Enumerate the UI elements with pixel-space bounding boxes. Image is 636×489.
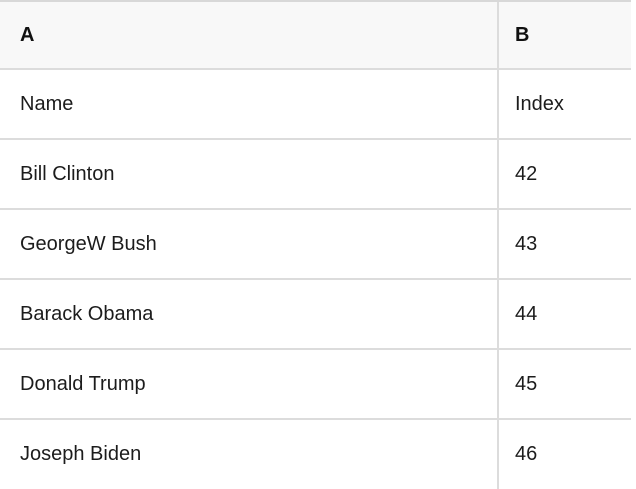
cell-field-index[interactable]: Index <box>515 92 564 115</box>
cell-name[interactable]: Joseph Biden <box>0 420 499 489</box>
column-header-row: A B <box>0 0 631 70</box>
column-header-b[interactable]: B <box>515 23 530 46</box>
cell-index[interactable]: 43 <box>515 232 538 255</box>
table-row: Bill Clinton 42 <box>0 140 631 210</box>
cell-name[interactable]: GeorgeW Bush <box>0 210 499 278</box>
table-row: Joseph Biden 46 <box>0 420 631 489</box>
cell-name[interactable]: Barack Obama <box>0 280 499 348</box>
field-name-row: Name Index <box>0 70 631 140</box>
cell-index[interactable]: 42 <box>515 162 538 185</box>
cell-index[interactable]: 45 <box>515 372 538 395</box>
column-header-a[interactable]: A <box>0 2 499 68</box>
cell-name[interactable]: Donald Trump <box>0 350 499 418</box>
table-row: Barack Obama 44 <box>0 280 631 350</box>
cell-field-name[interactable]: Name <box>0 70 499 138</box>
cell-index[interactable]: 44 <box>515 302 538 325</box>
cell-name[interactable]: Bill Clinton <box>0 140 499 208</box>
cell-index[interactable]: 46 <box>515 443 538 465</box>
table-row: Donald Trump 45 <box>0 350 631 420</box>
table-row: GeorgeW Bush 43 <box>0 210 631 280</box>
